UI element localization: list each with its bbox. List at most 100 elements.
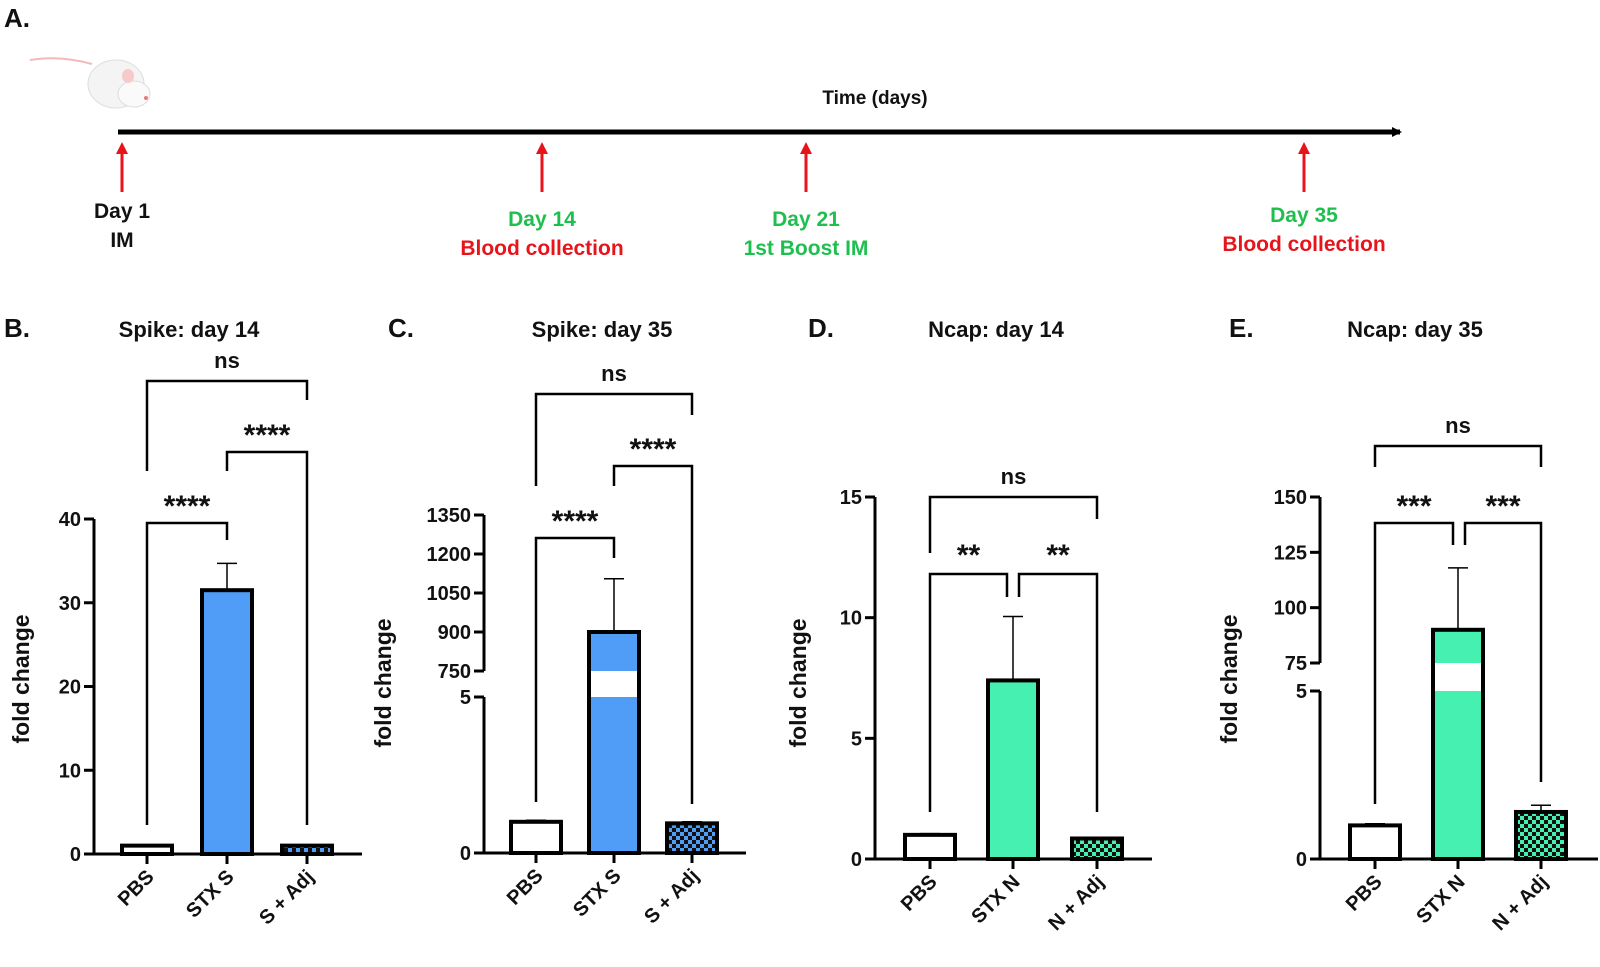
y-tick-label: 15 (840, 487, 862, 509)
significance-label: **** (244, 419, 291, 452)
y-tick-label: 1050 (427, 583, 472, 605)
y-tick-label: 1350 (427, 505, 472, 527)
y-tick-label: 0 (70, 844, 81, 866)
significance-label: *** (1485, 490, 1520, 523)
y-tick-label: 30 (59, 593, 81, 615)
significance-bracket (928, 572, 1009, 812)
y-tick-label: 75 (1285, 653, 1307, 675)
y-tick-label: 1200 (427, 544, 472, 566)
significance-label: ** (1046, 539, 1070, 572)
x-tick-label: S + Adj (255, 866, 318, 929)
significance-bracket (928, 495, 1099, 553)
event-label: Day 14 (508, 208, 576, 231)
bar-s-adj (280, 843, 334, 856)
event-label: Day 1 (94, 200, 150, 223)
event-label: Day 21 (772, 208, 840, 231)
bar-stx-n (986, 678, 1040, 861)
arrow-head-icon (1298, 142, 1310, 154)
bar-stx-s (587, 630, 641, 855)
bar-n-adj (1070, 836, 1124, 862)
significance-label: ** (957, 539, 981, 572)
y-tick-label: 0 (1296, 849, 1307, 871)
bar-pbs (1348, 823, 1402, 862)
significance-bracket (1463, 521, 1543, 782)
bar-charts: B. Spike: day 14 fold change 0 10 20 30 40 PBS ST… (4, 313, 1598, 935)
x-tick-label: STX N (1412, 871, 1469, 928)
y-tick-label: 10 (59, 760, 81, 782)
y-tick-label: 125 (1274, 542, 1307, 564)
significance-label: **** (552, 505, 599, 538)
significance-bracket (1373, 444, 1543, 467)
event-label: Day 35 (1270, 204, 1338, 227)
axis-break-gap (1435, 663, 1481, 691)
arrow-head-icon (800, 142, 812, 154)
timeline-event: Day 35 Blood collection (1222, 142, 1386, 256)
chart-title: Spike: day 14 (119, 317, 260, 342)
y-tick-label: 900 (438, 622, 471, 644)
x-tick-label: PBS (503, 865, 548, 910)
x-tick-label: N + Adj (1044, 871, 1108, 935)
significance-label: *** (1396, 490, 1431, 523)
x-tick-label: PBS (897, 871, 942, 916)
bar-pbs (120, 843, 174, 856)
bar-n-adj (1514, 809, 1568, 862)
chart-panel-b: B. Spike: day 14 fold change 0 10 20 30 40 PBS ST… (4, 313, 362, 929)
event-label: IM (110, 229, 133, 252)
x-tick-label: PBS (114, 866, 159, 911)
event-label: Blood collection (460, 237, 623, 260)
mouse-nose (144, 96, 148, 100)
x-tick-label: STX S (182, 866, 238, 922)
significance-bracket (225, 450, 309, 825)
significance-label: ns (214, 348, 240, 373)
significance-bracket (534, 536, 616, 802)
mouse-head (117, 80, 151, 108)
chart-panel-d: D. Ncap: day 14 fold change 0 5 10 15 PBS STX N N… (785, 313, 1152, 935)
chart-panel-c: C. Spike: day 35 fold change 0 5 750 900 1050 12… (370, 313, 746, 928)
timeline-event: Day 14 Blood collection (460, 142, 624, 260)
panel-label: A. (4, 3, 30, 33)
event-label: 1st Boost IM (744, 237, 869, 260)
bar-pbs (509, 819, 563, 855)
bar-stx-s (200, 588, 254, 856)
arrow-head-icon (536, 142, 548, 154)
significance-bracket (1373, 521, 1455, 804)
x-tick-label: N + Adj (1488, 871, 1552, 935)
significance-label: **** (164, 490, 211, 523)
y-axis-label: fold change (370, 618, 396, 747)
panel-label: B. (4, 313, 30, 343)
significance-label: ns (1001, 464, 1027, 489)
y-tick-label: 20 (59, 677, 81, 699)
panel-label: E. (1229, 313, 1254, 343)
mouse-icon (29, 57, 151, 109)
significance-bracket (534, 392, 694, 486)
significance-label: ns (601, 361, 627, 386)
y-tick-label: 10 (840, 608, 862, 630)
y-axis-label: fold change (8, 614, 34, 743)
y-tick-label: 150 (1274, 487, 1307, 509)
y-tick-label: 40 (59, 509, 81, 531)
timeline-panel: A. Time (days) Day 1 IM Day 14 Blood collecti… (4, 3, 1402, 260)
event-label: Blood collection (1222, 233, 1385, 256)
chart-title: Ncap: day 14 (928, 317, 1064, 342)
axis-break-gap (591, 671, 637, 697)
mouse-ear (122, 69, 134, 83)
significance-label: **** (630, 433, 677, 466)
y-tick-label: 5 (1296, 681, 1307, 703)
bar-pbs (903, 832, 957, 861)
time-axis-label: Time (days) (822, 88, 927, 109)
x-tick-label: S + Adj (640, 865, 703, 928)
y-tick-label: 100 (1274, 598, 1307, 620)
y-tick-label: 0 (460, 843, 471, 865)
x-tick-label: STX S (569, 865, 625, 921)
timeline-event: Day 21 1st Boost IM (744, 142, 869, 260)
y-tick-label: 5 (851, 728, 862, 750)
significance-bracket (145, 379, 309, 471)
panel-label: C. (388, 313, 414, 343)
panel-label: D. (808, 313, 834, 343)
y-tick-label: 5 (460, 687, 471, 709)
significance-bracket (145, 521, 229, 825)
y-tick-label: 750 (438, 661, 471, 683)
chart-panel-e: E. Ncap: day 35 fold change 0 5 75 100 125 150 PB… (1216, 313, 1598, 935)
x-tick-label: PBS (1342, 871, 1387, 916)
